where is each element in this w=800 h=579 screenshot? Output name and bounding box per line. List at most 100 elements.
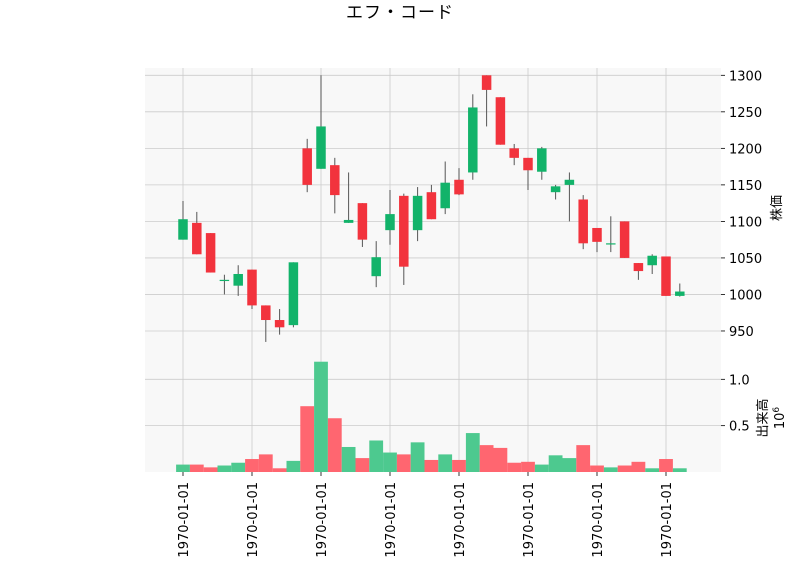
volume-bar [217,465,232,472]
candle-body [509,148,519,158]
candle-body [192,222,202,255]
candle-body [426,192,437,220]
volume-bar [314,361,328,472]
candle-body [274,320,285,328]
volume-bar [176,464,190,472]
price-y-tick-label: 1100 [729,215,762,230]
volume-bar [521,461,535,472]
candle-body [537,148,547,172]
candle-body [564,179,575,185]
volume-bar [645,468,660,472]
volume-bar [617,465,632,472]
candle-body [178,219,188,240]
volume-panel-background [145,358,721,472]
volume-panel: 0.5 1.0 [145,358,750,472]
candle-body [495,97,506,145]
volume-bar [258,454,273,472]
volume-bar [452,459,466,472]
volume-bar [562,458,577,472]
volume-bar [355,458,370,472]
candle-body [302,148,312,185]
chart-title: エフ・コード [346,3,454,23]
candle-body [523,157,533,171]
price-y-axis-label: 株価 [770,195,785,221]
volume-y-axis-label: 出来高 [755,398,771,437]
x-tick-label: 1970-01-01 [660,482,675,558]
volume-bar [493,447,508,472]
volume-bar [534,464,549,472]
candle-body [440,182,450,209]
candle-body [661,256,671,296]
volume-y-offset-base: 10 [773,413,788,430]
volume-bar [465,433,480,472]
candle-body [219,279,230,282]
volume-bar [631,461,646,472]
volume-y-tick-label: 1.0 [729,373,750,388]
price-y-tick-label: 1250 [729,106,762,121]
volume-bar [548,455,563,472]
volume-bar [245,459,259,472]
price-y-tick-label: 1300 [729,69,762,84]
candle-body [647,255,657,266]
volume-bar [341,446,356,472]
candle-body [578,199,588,244]
price-y-tick-label: 1200 [729,142,762,157]
volume-bar [424,459,439,472]
volume-bar [438,454,453,472]
candle-body [385,214,395,231]
x-tick-label: 1970-01-01 [246,482,261,558]
x-tick-label: 1970-01-01 [315,482,330,558]
volume-bar [672,468,687,472]
x-axis: 1970-01-01 1970-01-01 1970-01-01 1970-01-01… [177,472,675,558]
candle-body [316,126,326,169]
candle-body [261,305,271,321]
x-tick-label: 1970-01-01 [591,482,606,558]
volume-bar [189,464,204,472]
volume-bar [231,462,246,472]
volume-bar [576,445,591,472]
candle-body [371,257,381,277]
price-y-tick-label: 950 [729,325,754,340]
candle-body [550,186,561,193]
volume-bar [383,452,397,472]
candle-body [357,203,368,240]
volume-bar [603,467,618,472]
x-tick-label: 1970-01-01 [522,482,537,558]
x-tick-label: 1970-01-01 [177,482,192,558]
volume-bar [327,418,342,472]
volume-bar [203,467,218,472]
volume-bar [479,445,494,472]
candle-body [330,165,340,196]
candle-body [675,291,685,296]
candle-body [247,269,257,306]
candle-body [412,195,423,231]
candle-body [592,227,602,242]
volume-bar [369,440,384,472]
volume-bar [396,454,411,472]
volume-bar [300,406,315,472]
candle-body [288,262,299,326]
candle-body [606,243,616,245]
candle-body [454,179,464,195]
candle-body [205,233,216,273]
x-tick-label: 1970-01-01 [384,482,399,558]
price-panel: 950 1000 1050 1100 1150 1200 1250 1300 [145,68,762,358]
volume-y-offset-label: 106 [772,407,788,430]
price-y-tick-label: 1000 [729,288,762,303]
price-y-tick-label: 1050 [729,252,762,267]
volume-bar [659,459,673,472]
candle-body [619,221,630,258]
volume-bar [286,460,301,472]
volume-bar [590,465,604,472]
candle-body [468,107,478,173]
candle-body [399,195,409,267]
candle-body [481,75,492,90]
x-tick-label: 1970-01-01 [453,482,468,558]
candle-body [343,219,354,223]
price-y-tick-label: 1150 [729,179,762,194]
volume-bar [507,462,522,472]
volume-y-offset-exponent: 6 [772,407,782,413]
candle-body [233,273,243,286]
